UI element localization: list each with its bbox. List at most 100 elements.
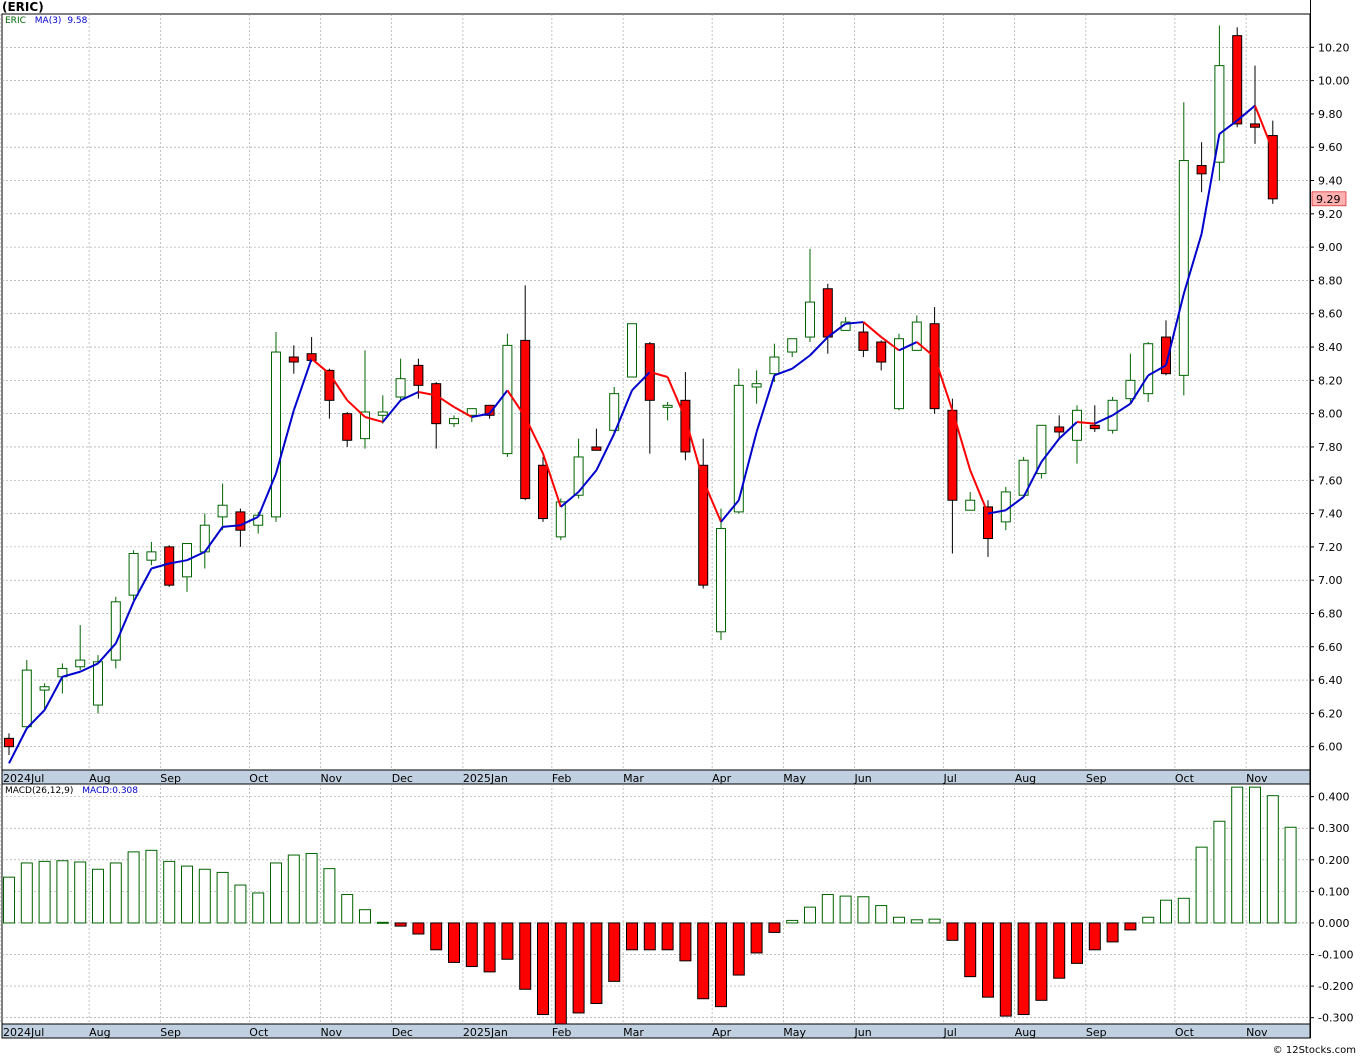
ma-line-segment (400, 391, 419, 402)
price-x-label: Jun (854, 772, 872, 785)
macd-tick-label: -0.200 (1318, 980, 1353, 993)
price-x-label: Sep (160, 772, 181, 785)
price-x-label: May (783, 772, 806, 785)
ma-line-segment (418, 391, 437, 397)
candle-body (751, 383, 762, 388)
ma-line-segment (631, 371, 651, 392)
ma-line-segment (1147, 364, 1167, 377)
macd-legend-value: MACD:0.308 (82, 786, 139, 796)
candle-body (573, 456, 584, 496)
ma-line-segment (43, 676, 64, 711)
candle-body (431, 383, 442, 425)
chart-title: (ERIC) (2, 0, 44, 14)
ma-line-segment (471, 412, 490, 418)
ma-line-segment (79, 662, 99, 673)
price-tick-label: 10.00 (1318, 75, 1350, 88)
macd-bar (1017, 922, 1030, 1016)
ma-line-segment (26, 709, 46, 730)
macd-bar (946, 922, 959, 941)
ma-line-segment (203, 526, 224, 553)
candle-body (858, 331, 869, 351)
ma-line-segment (382, 399, 402, 423)
price-x-label: Nov (321, 772, 343, 785)
candle-body (502, 344, 513, 455)
ma-line-segment (560, 491, 580, 508)
macd-bar (875, 905, 888, 924)
macd-x-label: Sep (1086, 1026, 1107, 1039)
macd-bar (3, 876, 15, 924)
candle-body (377, 411, 388, 416)
macd-bar (537, 922, 549, 1016)
ma-line-segment (951, 410, 972, 471)
ma-line-segment (827, 322, 847, 338)
candle-body (876, 341, 887, 363)
macd-bar (1106, 922, 1119, 943)
candle-body (217, 504, 228, 518)
macd-x-label: Nov (1246, 1026, 1268, 1039)
macd-x-label: May (783, 1026, 806, 1039)
macd-bar (697, 922, 710, 1000)
ma-line-segment (8, 727, 28, 764)
macd-bar (1160, 899, 1172, 924)
candle-body (538, 464, 548, 520)
ma-line-segment (916, 341, 936, 358)
price-tick-label: 7.60 (1318, 474, 1343, 487)
candle-body (110, 601, 121, 661)
ma-line-segment (577, 469, 598, 493)
macd-bar (216, 871, 229, 924)
macd-bar (1124, 922, 1137, 931)
macd-bar (323, 868, 336, 924)
price-x-label: Dec (392, 772, 413, 785)
ma-line-segment (542, 453, 562, 508)
ma-line-segment (506, 389, 527, 418)
macd-bar (626, 922, 638, 951)
price-legend: ERIC MA(3) 9.58 (5, 16, 93, 26)
macd-bar (554, 922, 567, 1025)
price-x-label: Apr (712, 772, 732, 785)
ma-line-segment (1005, 496, 1025, 512)
macd-bar (127, 851, 140, 924)
macd-bar (661, 922, 674, 951)
price-x-label: Feb (552, 772, 571, 785)
candle-body (1089, 424, 1100, 430)
macd-x-label: Oct (1175, 1026, 1195, 1039)
candle-body (555, 501, 566, 538)
ma-line-segment (310, 357, 331, 375)
macd-bar (163, 860, 176, 924)
candle-body (413, 364, 424, 386)
macd-bar (394, 922, 407, 927)
macd-bar (92, 868, 104, 924)
price-date-axis-strip (1, 769, 1311, 785)
macd-bar (465, 922, 478, 968)
candle-body (324, 369, 335, 401)
ma-line-segment (1129, 374, 1150, 405)
candle-body (591, 446, 602, 451)
macd-date-axis-strip (1, 1023, 1311, 1039)
macd-tick-label: 0.400 (1318, 791, 1350, 804)
candle-body (1125, 379, 1136, 400)
macd-bar (145, 849, 158, 924)
price-x-label: Nov (1246, 772, 1268, 785)
macd-bar (448, 922, 460, 963)
macd-bar (341, 894, 354, 924)
macd-x-label: Oct (249, 1026, 269, 1039)
ma-line-segment (488, 389, 509, 415)
ma-line-segment (1218, 119, 1238, 135)
ma-line-segment (364, 416, 384, 423)
ma-line-segment (1182, 233, 1203, 295)
ma-line-segment (898, 341, 918, 352)
macd-x-label: Mar (623, 1026, 644, 1039)
price-tick-label: 6.80 (1318, 607, 1343, 620)
macd-legend: MACD(26,12,9) MACD:0.308 (5, 786, 144, 796)
candle-body (698, 464, 709, 586)
candle-body (39, 686, 50, 691)
price-panel (1, 13, 1311, 771)
macd-x-label: 2024Jul (3, 1026, 44, 1039)
macd-bar (999, 922, 1012, 1017)
credit-text: © 12Stocks.com (1272, 1045, 1356, 1056)
macd-bar (1249, 786, 1261, 924)
ma-line-segment (114, 601, 135, 644)
macd-bar (750, 922, 763, 954)
price-tick-label: 6.60 (1318, 641, 1343, 654)
macd-bar (732, 922, 745, 976)
